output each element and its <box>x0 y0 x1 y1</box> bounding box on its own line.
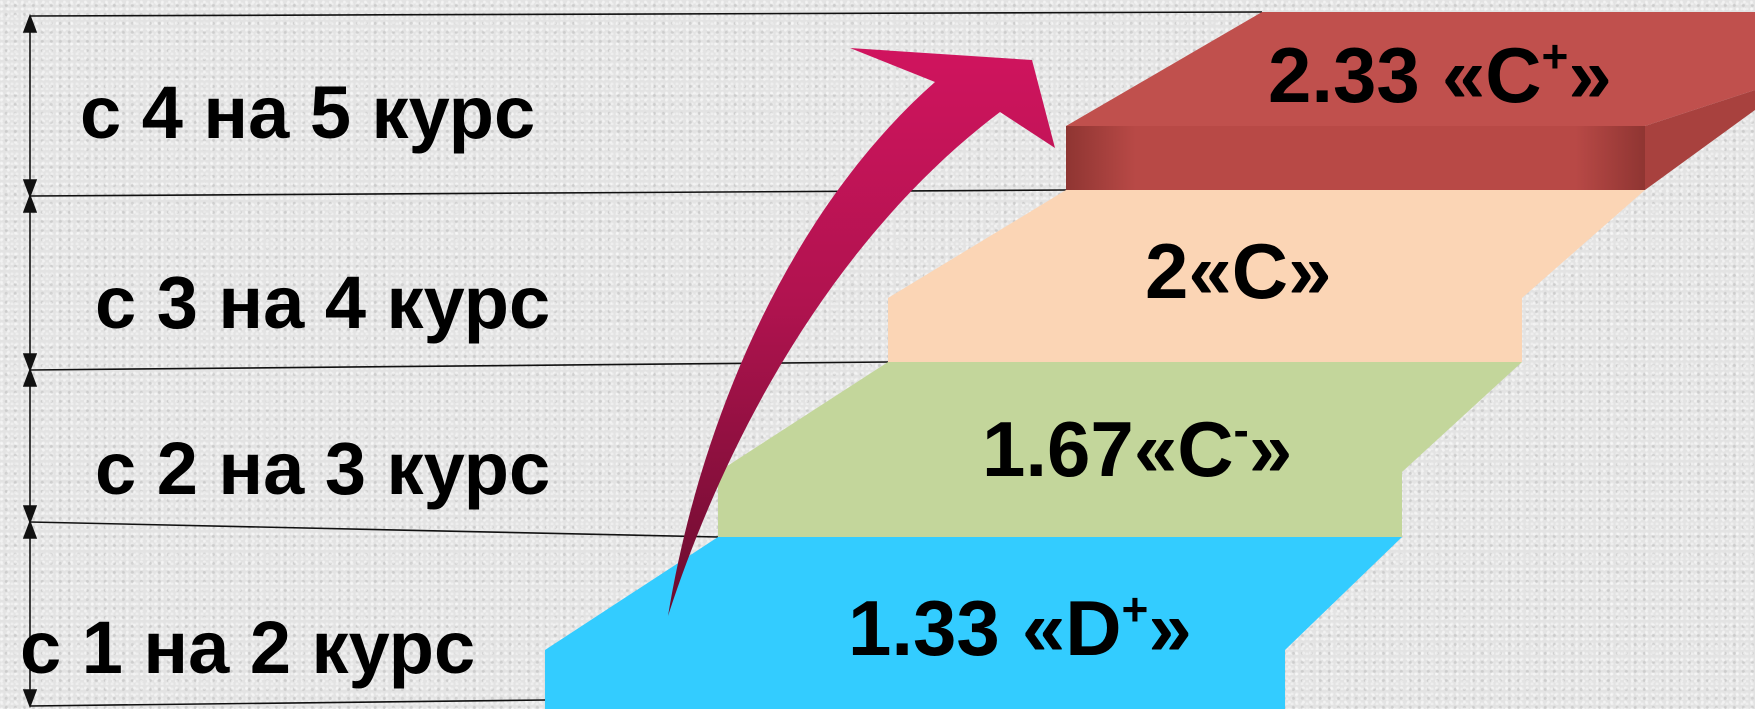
staircase <box>545 12 1755 709</box>
grade-modifier: + <box>1542 30 1569 82</box>
course-labels: с 4 на 5 курс с 3 на 4 курс с 2 на 3 кур… <box>20 71 550 689</box>
guide-line <box>29 521 719 538</box>
course-label-1-2: с 1 на 2 курс <box>20 606 475 689</box>
step-4 <box>1066 12 1755 190</box>
grade-close: » <box>1249 405 1292 493</box>
grade-letter: «C <box>1188 227 1288 315</box>
step-3-top <box>888 190 1645 298</box>
grade-label-step-4: 2.33 «C+» <box>1268 30 1612 119</box>
course-label-3-4: с 3 на 4 курс <box>95 261 550 344</box>
step-3-front <box>888 298 1522 362</box>
grade-modifier: - <box>1234 404 1249 456</box>
guide-line <box>29 699 546 707</box>
step-1-top <box>545 537 1402 650</box>
growth-arrow-shape <box>668 48 1055 616</box>
grade-modifier: + <box>1122 583 1149 635</box>
step-4-top <box>1066 12 1755 126</box>
course-label-4-5: с 4 на 5 курс <box>80 71 535 154</box>
grade-value: 2.33 <box>1268 31 1420 119</box>
grade-label-step-3: 2«C» <box>1145 227 1332 315</box>
grade-letter: «C <box>1134 405 1234 493</box>
guide-line <box>29 11 1263 17</box>
step-2-front <box>718 472 1402 537</box>
grade-labels: 2.33 «C+» 2«C» 1.67«C-» 1.33 «D+» <box>848 30 1612 672</box>
grade-letter: «D <box>1022 584 1122 672</box>
step-1-front <box>545 650 1285 709</box>
dimension-arrow <box>22 13 38 199</box>
course-label-2-3: с 2 на 3 курс <box>95 427 550 510</box>
growth-arrow <box>668 48 1055 616</box>
grade-value: 1.67 <box>982 405 1134 493</box>
step-4-side <box>1645 90 1755 190</box>
grade-value: 2 <box>1145 227 1188 315</box>
dimension-arrow <box>22 193 38 373</box>
step-2-top <box>718 362 1522 472</box>
grade-letter: «C <box>1442 31 1542 119</box>
grade-close: » <box>1148 584 1191 672</box>
grade-label-step-1: 1.33 «D+» <box>848 583 1192 672</box>
dimension-arrow <box>22 519 38 709</box>
grade-value: 1.33 <box>848 584 1000 672</box>
step-4-front <box>1066 126 1645 190</box>
grade-close: » <box>1288 227 1331 315</box>
step-1 <box>545 537 1402 709</box>
step-3 <box>888 190 1645 362</box>
grade-label-step-2: 1.67«C-» <box>982 404 1292 493</box>
grade-close: » <box>1568 31 1611 119</box>
dimension-arrow <box>22 367 38 525</box>
step-2 <box>718 362 1522 537</box>
dimension-arrows <box>22 13 38 709</box>
